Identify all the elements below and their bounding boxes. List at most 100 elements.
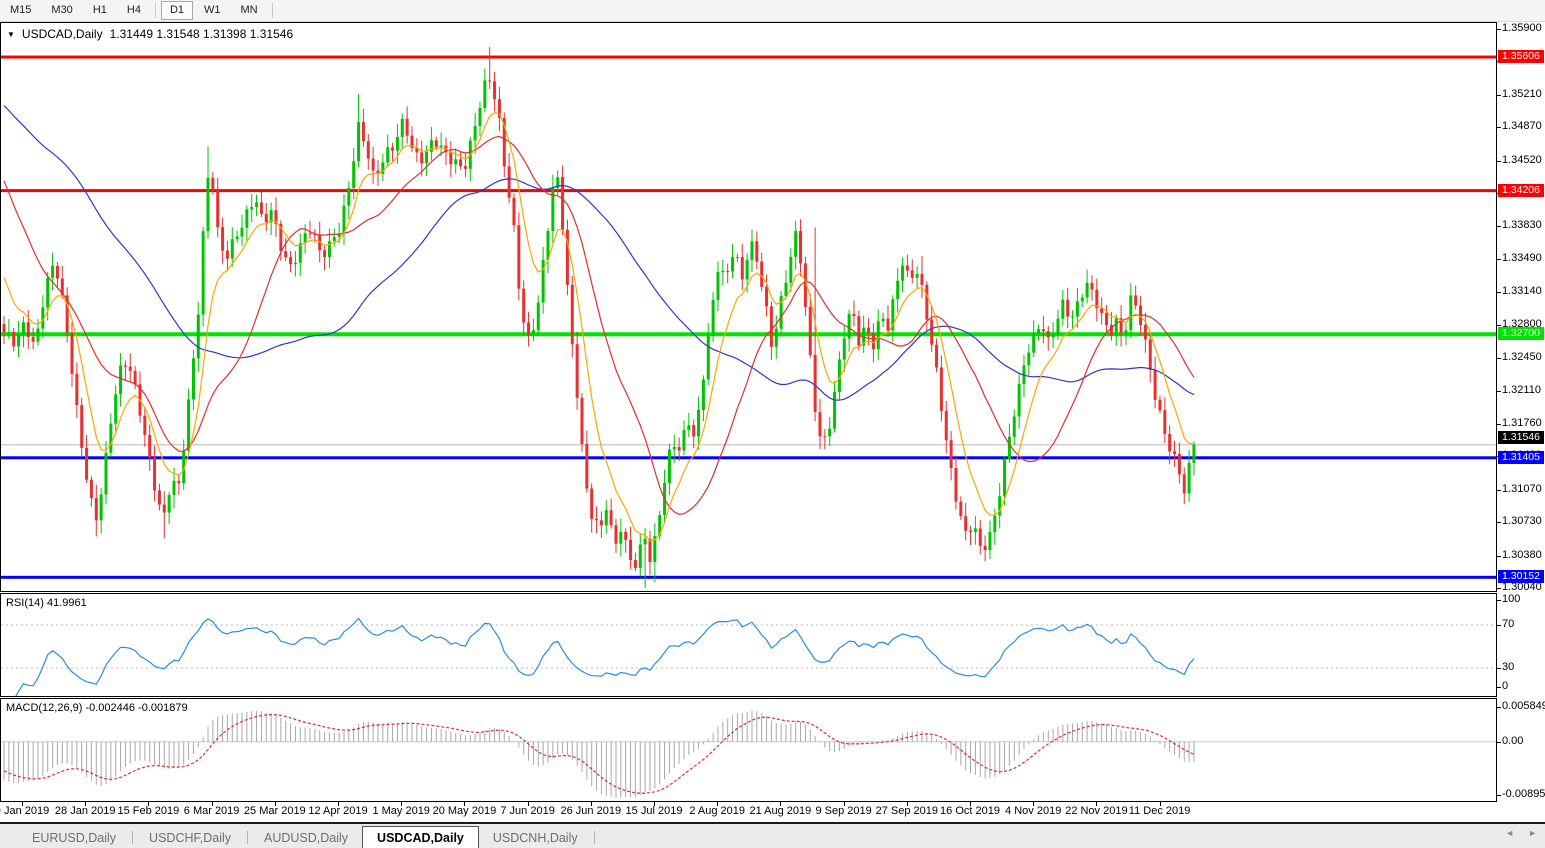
price-tick-mark: [1497, 588, 1501, 589]
price-tick-mark: [1497, 160, 1501, 162]
current-price-badge: 1.31546: [1498, 431, 1544, 445]
macd-tick-mark: [1497, 795, 1501, 796]
date-tick-label: 1 May 2019: [372, 805, 430, 817]
tab-scroll-left-icon[interactable]: ◄: [1505, 828, 1515, 838]
date-tick-label: 16 Oct 2019: [940, 805, 1000, 817]
date-tick-label: 9 Jan 2019: [0, 805, 50, 817]
price-tick-mark: [1497, 358, 1501, 360]
price-tick-label: 1.35900: [1502, 22, 1542, 34]
date-tick-label: 25 Mar 2019: [243, 805, 306, 817]
price-tick-label: 1.31070: [1502, 482, 1542, 495]
price-tick-mark: [1497, 29, 1501, 30]
candlestick-chart[interactable]: [1, 23, 1496, 591]
price-tick-label: 1.34520: [1502, 153, 1542, 166]
date-tick-mark: [906, 802, 908, 806]
date-tick-mark: [338, 802, 339, 806]
date-tick-mark: [843, 802, 845, 806]
date-axis[interactable]: 9 Jan 2019 28 Jan 2019 15 Feb 2019 6 Mar 20…: [0, 802, 1497, 822]
tab-scrollers: ◄ ►: [1505, 828, 1537, 838]
price-tick-label: 1.32450: [1502, 351, 1542, 364]
timeframe-button-m30[interactable]: M30: [51, 4, 73, 16]
chart-header: ▼ USDCAD,Daily 1.31449 1.31548 1.31398 1…: [7, 27, 293, 41]
tab-separator: [132, 831, 134, 844]
timeframe-button-mn[interactable]: MN: [240, 4, 258, 16]
date-tick-label: 15 Feb 2019: [117, 805, 180, 817]
price-level-badge: 1.34206: [1498, 183, 1544, 197]
date-tick-label: 2 Aug 2019: [689, 805, 746, 817]
tab-eurusd-daily[interactable]: EURUSD,Daily: [32, 831, 117, 845]
date-tick-mark: [22, 802, 23, 806]
main-chart-panel[interactable]: ▼ USDCAD,Daily 1.31449 1.31548 1.31398 1…: [0, 22, 1497, 592]
price-tick-mark: [1497, 390, 1501, 392]
macd-label: MACD(12,26,9) -0.002446 -0.001879: [6, 702, 188, 714]
timeframe-button-h1[interactable]: H1: [92, 4, 107, 16]
macd-chart: [1, 710, 1496, 798]
price-tick-label: 1.33830: [1502, 219, 1542, 232]
price-level-badge: 1.30152: [1498, 570, 1544, 584]
symbol-tab-bar: EURUSD,Daily USDCHF,Daily AUDUSD,Daily U…: [0, 822, 1545, 848]
macd-scale-label: -0.008954: [1502, 788, 1545, 800]
price-tick-label: 1.34870: [1502, 120, 1542, 133]
price-tick-mark: [1497, 522, 1501, 524]
price-tick-label: 1.31760: [1502, 416, 1542, 429]
date-tick-label: 4 Nov 2019: [1005, 805, 1062, 817]
date-tick-label: 11 Dec 2019: [1128, 805, 1191, 817]
price-tick-mark: [1497, 489, 1501, 491]
macd-scale-label: 0.00: [1502, 735, 1524, 747]
date-tick-label: 22 Nov 2019: [1065, 805, 1128, 817]
macd-scale-label: 0.005849: [1502, 700, 1545, 712]
price-tick-label: 1.32800: [1502, 317, 1542, 330]
price-level-badge: 1.32700: [1498, 327, 1544, 341]
toolbar-separator: [154, 3, 156, 18]
date-tick-mark: [717, 802, 719, 806]
date-tick-mark: [527, 802, 529, 806]
date-tick-mark: [970, 802, 971, 806]
date-tick-label: 27 Sep 2019: [875, 805, 938, 817]
timeframe-button-w1[interactable]: W1: [204, 4, 221, 16]
price-tick-label: 1.33490: [1502, 251, 1542, 264]
date-tick-mark: [1159, 802, 1161, 806]
price-tick-mark: [1497, 94, 1501, 96]
macd-panel[interactable]: MACD(12,26,9) -0.002446 -0.001879: [0, 698, 1497, 802]
rsi-scale-label: 30: [1502, 661, 1515, 673]
macd-tick-mark: [1497, 742, 1501, 743]
price-axis[interactable]: 1.359001.355601.352101.348701.345201.341…: [1497, 22, 1545, 802]
macd-tick-mark: [1497, 707, 1501, 708]
price-tick-label: 1.30730: [1502, 515, 1542, 528]
chevron-down-icon[interactable]: ▼: [7, 29, 15, 39]
date-tick-mark: [654, 802, 655, 806]
rsi-tick-mark: [1497, 625, 1501, 626]
rsi-scale-label: 70: [1502, 618, 1515, 630]
rsi-panel[interactable]: RSI(14) 41.9961: [0, 593, 1497, 697]
timeframe-button-m15[interactable]: M15: [10, 4, 32, 16]
timeframe-button-d1[interactable]: D1: [160, 1, 193, 20]
date-tick-label: 21 Aug 2019: [749, 805, 812, 817]
date-tick-label: 26 Jun 2019: [560, 805, 622, 817]
date-tick-mark: [85, 802, 87, 806]
price-tick-label: 1.30380: [1502, 548, 1542, 561]
chart-symbol-label: USDCAD,Daily: [21, 27, 103, 41]
price-level-badge: 1.31405: [1498, 450, 1544, 464]
timeframe-toolbar: M15 M30 H1 H4 D1 W1 MN: [0, 0, 1545, 22]
tab-usdchf-daily[interactable]: USDCHF,Daily: [149, 831, 231, 845]
price-tick-mark: [1497, 292, 1501, 294]
rsi-label: RSI(14) 41.9961: [6, 597, 87, 609]
tab-audusd-daily[interactable]: AUDUSD,Daily: [264, 831, 349, 845]
timeframe-button-h4[interactable]: H4: [126, 4, 141, 16]
date-tick-mark: [274, 802, 276, 806]
tab-separator: [593, 831, 595, 844]
rsi-tick-mark: [1497, 668, 1501, 669]
rsi-tick-mark: [1497, 687, 1501, 688]
price-tick-label: 1.30040: [1502, 581, 1542, 593]
tab-usdcnh-daily[interactable]: USDCNH,Daily: [492, 831, 578, 845]
rsi-tick-mark: [1497, 600, 1501, 601]
level-lines: [1, 55, 1496, 579]
date-tick-label: 6 Mar 2019: [183, 805, 240, 817]
tab-scroll-right-icon[interactable]: ►: [1528, 828, 1537, 838]
price-tick-label: 1.35210: [1502, 87, 1542, 100]
price-tick-mark: [1497, 127, 1501, 129]
macd-histogram: [3, 710, 1195, 798]
tab-usdcad-daily[interactable]: USDCAD,Daily: [362, 826, 479, 848]
price-level-badge: 1.35606: [1498, 50, 1544, 64]
